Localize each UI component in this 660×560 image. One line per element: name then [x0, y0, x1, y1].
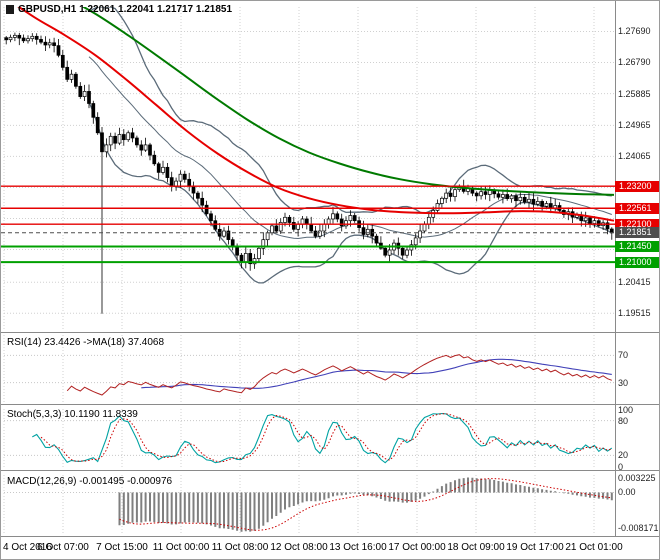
- time-axis-label: 11 Oct 00:00: [152, 542, 210, 553]
- macd-indicator-header: MACD(12,26,9) -0.001495 -0.000976: [7, 476, 173, 487]
- rsi-line: [66, 354, 612, 396]
- stoch-k-line: [32, 412, 613, 464]
- time-axis-label: 19 Oct 17:00: [506, 542, 564, 553]
- indicator-level-label: 0.003225: [618, 473, 656, 484]
- stoch-d-line: [40, 413, 612, 463]
- indicator-level-label: 0.00: [618, 487, 636, 498]
- price-axis-label: 1.19515: [618, 308, 651, 319]
- candle-wicks: [5, 32, 613, 314]
- ma-red-line: [17, 7, 615, 222]
- symbol-ohlc-header: GBPUSD,H1 1.22061 1.22041 1.21717 1.2185…: [18, 4, 233, 15]
- price-line-tag: 1.22100: [615, 218, 659, 230]
- price-axis-label: 1.24065: [618, 151, 651, 162]
- price-axis-label: 1.24965: [618, 120, 651, 131]
- time-axis-label: 7 Oct 15:00: [96, 542, 148, 553]
- indicator-level-label: 70: [618, 350, 629, 361]
- main-chart-layer: [4, 7, 615, 314]
- indicator-level-label: 20: [618, 450, 629, 461]
- price-axis-label: 1.27690: [618, 26, 651, 37]
- candlestick-chart-icon: [6, 5, 14, 14]
- time-axis-label: 11 Oct 08:00: [211, 542, 269, 553]
- indicator-level-label: 80: [618, 415, 629, 426]
- price-line-tag: 1.23200: [615, 180, 659, 192]
- indicator-level-label: -0.008171: [618, 523, 659, 534]
- time-axis-label: 6 Oct 07:00: [37, 542, 89, 553]
- macd-histogram: [118, 477, 613, 532]
- price-axis-label: 1.26790: [618, 57, 651, 68]
- indicator-level-label: 30: [618, 377, 629, 388]
- macd-signal-line: [119, 478, 612, 531]
- rsi-ma-line: [141, 358, 612, 389]
- time-axis-label: 13 Oct 16:00: [329, 542, 387, 553]
- rsi-indicator-header: RSI(14) 23.4426 ->MA(18) 37.4068: [7, 337, 165, 348]
- price-axis-label: 1.25885: [618, 88, 651, 99]
- stochastic-indicator-header: Stoch(5,3,3) 10.1190 11.8339: [7, 409, 138, 420]
- price-line-tag: 1.22561: [615, 202, 659, 214]
- indicator-level-label: 100: [618, 405, 634, 415]
- ma-green-line: [81, 7, 615, 196]
- indicator-level-label: 0: [618, 462, 624, 472]
- time-axis-label: 21 Oct 01:00: [565, 542, 623, 553]
- time-axis-label: 4 Oct 2016: [3, 542, 52, 553]
- time-axis-label: 12 Oct 08:00: [270, 542, 328, 553]
- price-line-tag: 1.21000: [615, 256, 659, 268]
- price-axis-label: 1.20415: [618, 277, 651, 288]
- price-line-tag: 1.21450: [615, 241, 659, 253]
- time-axis-label: 18 Oct 09:00: [447, 542, 505, 553]
- price-line-tag: 1.21851: [615, 227, 659, 239]
- time-axis-label: 17 Oct 00:00: [388, 542, 446, 553]
